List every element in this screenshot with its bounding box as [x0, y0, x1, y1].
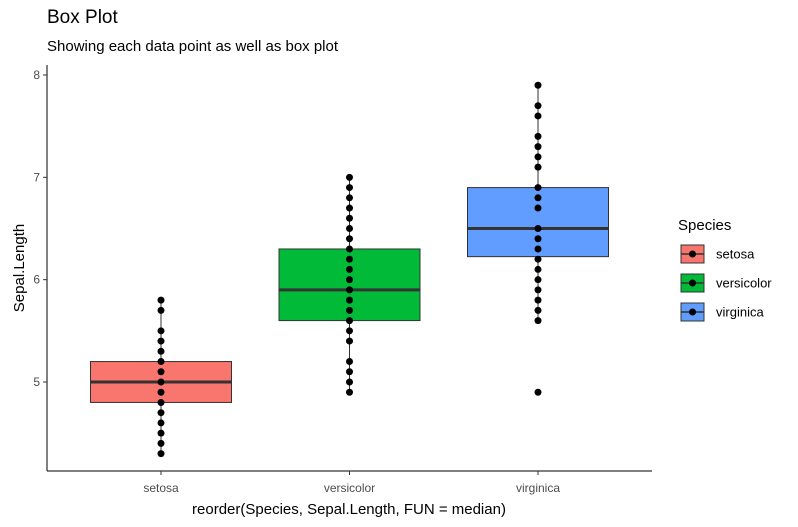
box-group-virginica: [467, 81, 609, 396]
data-point: [534, 225, 542, 233]
y-tick-label: 8: [33, 68, 40, 82]
legend-key-point: [689, 308, 696, 316]
legend-item-versicolor: versicolor: [680, 273, 772, 293]
data-point: [346, 368, 353, 376]
data-point: [346, 255, 353, 263]
box-group-setosa: [90, 296, 232, 458]
data-point: [534, 153, 542, 161]
data-point: [534, 286, 542, 294]
data-point: [534, 163, 542, 171]
data-point: [346, 204, 353, 212]
y-tick-label: 6: [33, 273, 40, 287]
data-point: [534, 255, 542, 263]
data-point: [534, 194, 542, 202]
legend: Species setosa versicolor virginica: [678, 217, 772, 322]
data-point: [534, 296, 542, 304]
y-tick-label: 5: [33, 375, 40, 389]
data-point: [157, 419, 165, 427]
data-point: [157, 358, 165, 366]
data-point: [157, 388, 165, 396]
data-point: [346, 214, 353, 222]
data-point: [534, 276, 542, 284]
data-point: [534, 81, 542, 89]
data-point: [346, 337, 353, 345]
data-point: [534, 184, 542, 192]
data-point: [534, 245, 542, 253]
data-point: [157, 337, 165, 345]
data-point: [157, 327, 165, 335]
chart-title: Box Plot: [47, 7, 118, 28]
x-axis-ticks: setosa versicolor virginica: [143, 471, 560, 495]
data-point: [157, 450, 165, 458]
x-tick-label: virginica: [516, 481, 560, 495]
data-point: [534, 306, 542, 314]
data-point: [346, 378, 353, 386]
data-point: [157, 429, 165, 437]
chart-subtitle: Showing each data point as well as box p…: [47, 38, 339, 55]
data-point: [346, 306, 353, 314]
legend-item-setosa: setosa: [680, 244, 755, 264]
x-tick-label: setosa: [143, 481, 179, 495]
data-point: [346, 194, 353, 202]
data-point: [346, 245, 353, 253]
data-point: [157, 398, 165, 406]
data-point: [346, 296, 353, 304]
legend-label: setosa: [716, 247, 755, 262]
data-point: [346, 286, 353, 294]
data-point: [346, 184, 353, 192]
data-point: [346, 276, 353, 284]
legend-title: Species: [678, 217, 731, 234]
data-point: [346, 235, 353, 243]
data-point: [534, 317, 542, 325]
data-point: [534, 112, 542, 120]
x-axis-title: reorder(Species, Sepal.Length, FUN = med…: [192, 501, 506, 518]
plot-area: [90, 81, 609, 458]
data-point: [346, 317, 353, 325]
data-point: [157, 306, 165, 314]
y-tick-label: 7: [33, 170, 40, 184]
data-point: [346, 265, 353, 273]
data-point: [346, 327, 353, 335]
data-point: [346, 358, 353, 366]
data-point: [534, 265, 542, 273]
y-axis-title: Sepal.Length: [11, 224, 28, 312]
x-tick-label: versicolor: [324, 481, 375, 495]
data-point: [157, 347, 165, 355]
data-point: [157, 368, 165, 376]
data-point: [157, 378, 165, 386]
data-point: [534, 204, 542, 212]
data-point: [157, 296, 165, 304]
box-group-versicolor: [278, 173, 421, 396]
y-axis-ticks: 5 6 7 8: [33, 68, 47, 389]
legend-key-point: [689, 250, 696, 258]
data-point: [534, 388, 542, 396]
legend-item-virginica: virginica: [680, 302, 764, 322]
legend-label: versicolor: [716, 276, 772, 291]
data-point: [157, 409, 165, 417]
data-point: [534, 143, 542, 151]
data-point: [534, 102, 542, 110]
data-point: [346, 173, 353, 181]
legend-key-point: [689, 279, 696, 287]
data-point: [346, 388, 353, 396]
legend-label: virginica: [716, 305, 764, 320]
data-point: [534, 235, 542, 243]
data-point: [157, 439, 165, 447]
data-point: [534, 132, 542, 140]
data-point: [346, 225, 353, 233]
